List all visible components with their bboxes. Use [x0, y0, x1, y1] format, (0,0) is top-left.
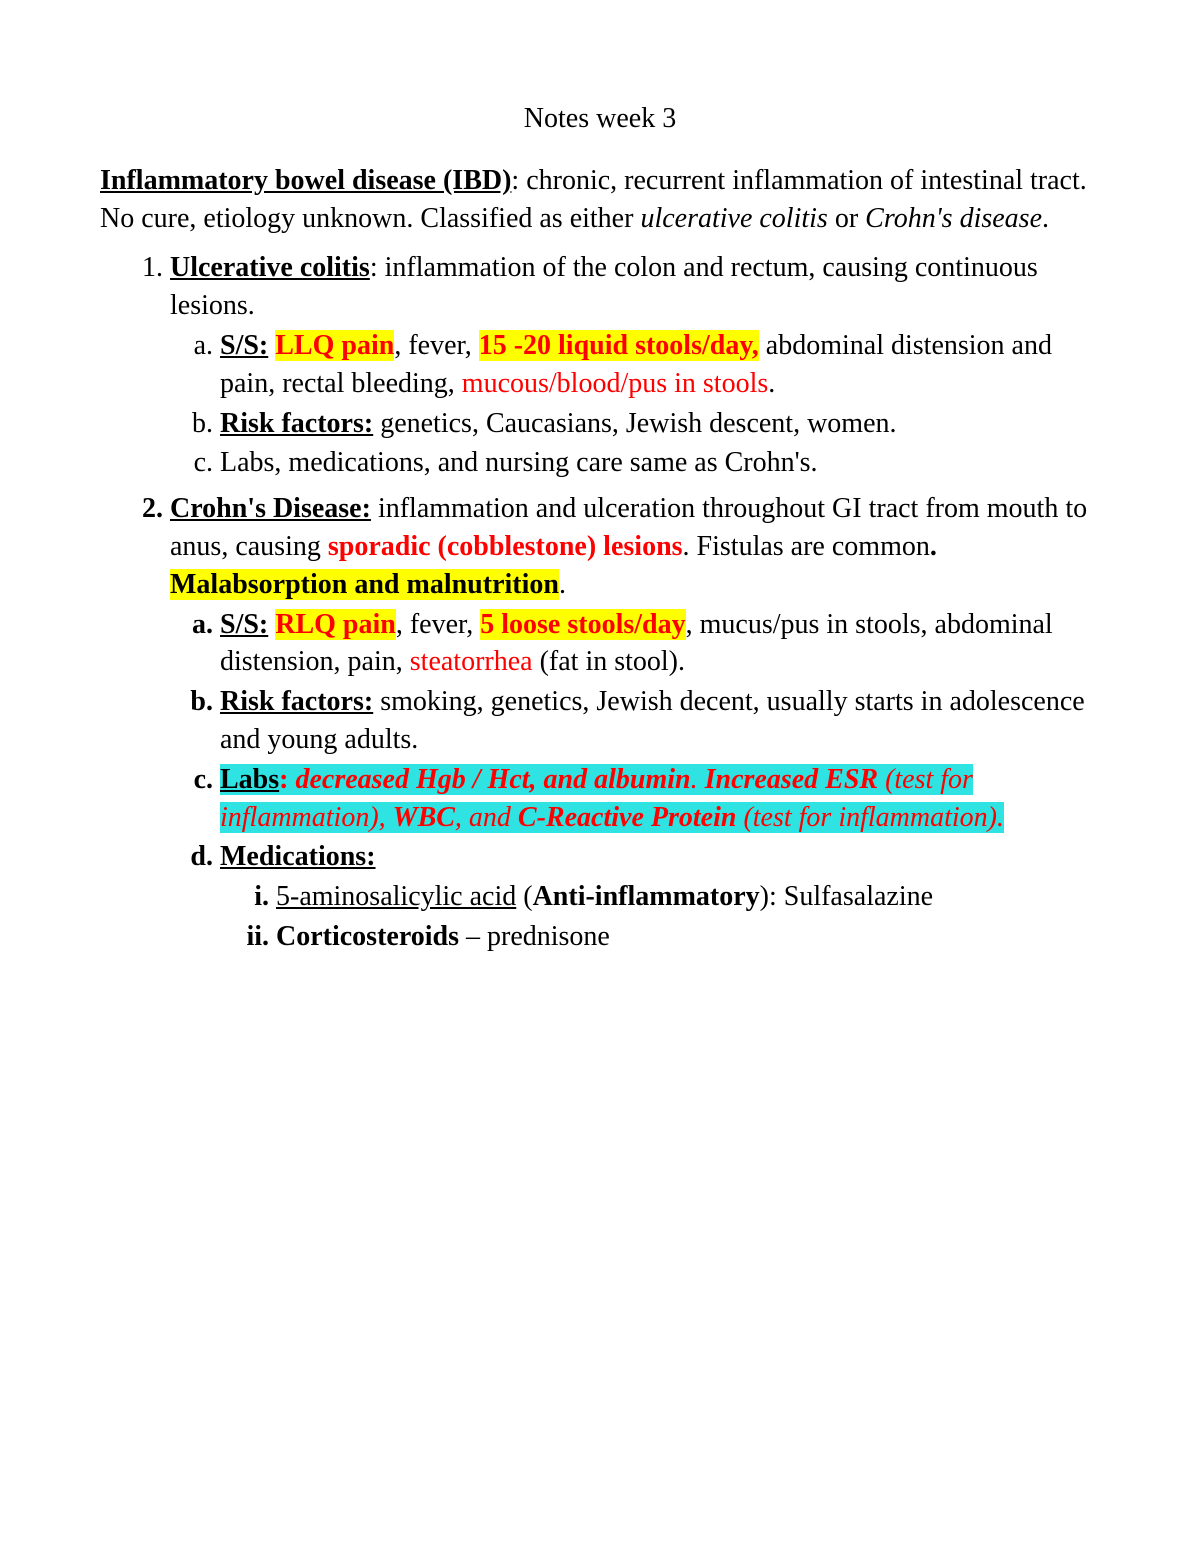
intro-body2: . [1042, 203, 1049, 234]
uc-risk: Risk factors: genetics, Caucasians, Jewi… [220, 405, 1100, 443]
uc-labs-note: Labs, medications, and nursing care same… [220, 444, 1100, 482]
cd-labs-p3: Increased ESR [705, 764, 878, 795]
uc-ss-label: S/S: [220, 330, 268, 361]
cd-body3: . [559, 569, 566, 600]
uc-ss-mucous: mucous/blood/pus in stools [462, 368, 768, 399]
cd-labs-colon: : [279, 764, 288, 795]
cd-ss: S/S: RLQ pain, fever, 5 loose stools/day… [220, 606, 1100, 682]
uc-ss-llq: LLQ pain [275, 330, 394, 361]
uc-risk-body: genetics, Caucasians, Jewish descent, wo… [373, 408, 896, 439]
cd-sublist: S/S: RLQ pain, fever, 5 loose stools/day… [170, 606, 1100, 956]
cd-labs-p7: C-Reactive Protein [518, 802, 737, 833]
intro-paragraph: Inflammatory bowel disease (IBD): chroni… [100, 162, 1100, 238]
cd-labs-label: Labs [220, 764, 279, 795]
intro-head: Inflammatory bowel disease (IBD) [100, 165, 511, 196]
uc-labs-body: Labs, medications, and nursing care same… [220, 447, 818, 478]
intro-cd: Crohn's disease [865, 203, 1042, 234]
cd-meds-ii: Corticosteroids – prednisone [276, 918, 1100, 956]
uc-ss-t2: , fever, [394, 330, 478, 361]
uc-sublist: S/S: LLQ pain, fever, 15 -20 liquid stoo… [170, 327, 1100, 482]
cd-meds-i: 5-aminosalicylic acid (Anti-inflammatory… [276, 878, 1100, 916]
cd-meds-ii-p1: Corticosteroids [276, 921, 459, 952]
cd-labs-p1: decreased Hgb / Hct, and albumin [295, 764, 690, 795]
intro-uc: ulcerative colitis [640, 203, 827, 234]
cd-meds-i-p4: ): Sulfasalazine [760, 881, 933, 912]
uc-head: Ulcerative colitis [170, 252, 370, 283]
cd-risk: Risk factors: smoking, genetics, Jewish … [220, 683, 1100, 759]
uc-risk-label: Risk factors: [220, 408, 373, 439]
list-item-crohns: Crohn's Disease: inflammation and ulcera… [170, 490, 1100, 956]
cd-period: . [930, 531, 937, 562]
main-list: Ulcerative colitis: inflammation of the … [100, 249, 1100, 955]
uc-ss-t6: . [768, 368, 775, 399]
cd-labs: Labs: decreased Hgb / Hct, and albumin. … [220, 761, 1100, 837]
cd-labs-p2: . [691, 764, 705, 795]
cd-meds-i-p2: ( [516, 881, 532, 912]
intro-or: or [828, 203, 865, 234]
cd-ss-t6: (fat in stool). [533, 646, 685, 677]
cd-meds-label: Medications: [220, 841, 376, 872]
cd-ss-label: S/S: [220, 609, 268, 640]
cd-meds-ii-p2: – prednisone [459, 921, 610, 952]
cd-ss-t2: , fever, [396, 609, 480, 640]
cd-lesions: sporadic (cobblestone) lesions [328, 531, 683, 562]
cd-ss-stools: 5 loose stools/day [480, 609, 685, 640]
cd-meds-list: 5-aminosalicylic acid (Anti-inflammatory… [220, 878, 1100, 956]
cd-body2: . Fistulas are common [683, 531, 930, 562]
cd-labs-p6: , and [455, 802, 518, 833]
list-item-uc: Ulcerative colitis: inflammation of the … [170, 249, 1100, 482]
cd-head: Crohn's Disease: [170, 493, 371, 524]
cd-ss-rlq: RLQ pain [275, 609, 396, 640]
cd-meds-i-p3: Anti-inflammatory [533, 881, 760, 912]
cd-mal: Malabsorption and malnutrition [170, 569, 559, 600]
uc-ss: S/S: LLQ pain, fever, 15 -20 liquid stoo… [220, 327, 1100, 403]
cd-meds-i-p1: 5-aminosalicylic acid [276, 881, 516, 912]
cd-labs-p8: (test for inflammation). [736, 802, 1004, 833]
cd-risk-label: Risk factors: [220, 686, 373, 717]
cd-labs-p5: WBC [393, 802, 455, 833]
uc-ss-stools: 15 -20 liquid stools/day, [479, 330, 759, 361]
cd-meds: Medications: 5-aminosalicylic acid (Anti… [220, 838, 1100, 955]
cd-ss-steatorrhea: steatorrhea [410, 646, 533, 677]
page-title: Notes week 3 [100, 100, 1100, 138]
